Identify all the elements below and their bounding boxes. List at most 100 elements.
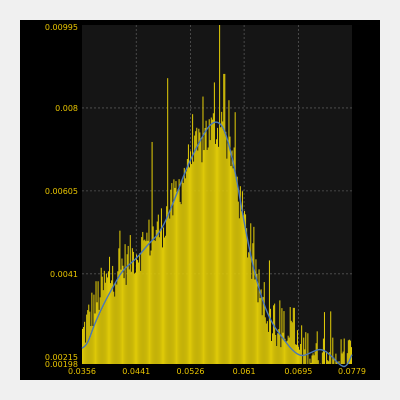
histogram-bar — [222, 121, 224, 364]
histogram-bar — [349, 340, 351, 364]
histogram-bar — [149, 255, 151, 364]
histogram-bar — [191, 164, 193, 364]
histogram-bar — [294, 344, 296, 364]
histogram-bar — [171, 183, 173, 364]
histogram-bar — [102, 290, 104, 364]
histogram-bar — [213, 82, 215, 365]
histogram-bar — [244, 211, 246, 364]
histogram-bar — [251, 278, 253, 364]
histogram-bar — [207, 147, 209, 364]
histogram-bar — [261, 315, 263, 364]
histogram-bar — [223, 73, 225, 365]
histogram-bar — [234, 112, 236, 364]
histogram-bar — [151, 141, 153, 364]
histogram-bar — [305, 332, 307, 364]
histogram-bar — [200, 138, 202, 364]
histogram-bar — [206, 149, 208, 364]
histogram-bar — [150, 250, 152, 364]
histogram-bar — [229, 136, 231, 364]
histogram-bar — [280, 347, 282, 364]
histogram-bar — [313, 355, 315, 364]
histogram-bar — [328, 361, 330, 364]
histogram-bar — [275, 334, 277, 364]
histogram-bar — [262, 297, 264, 364]
histogram-bar — [346, 353, 348, 364]
histogram-bar — [333, 357, 335, 364]
histogram-bar — [161, 247, 163, 364]
histogram-bar — [122, 265, 124, 364]
histogram-bar — [123, 278, 125, 364]
y-tick-label: 0.008 — [55, 104, 78, 113]
histogram-bar — [129, 235, 131, 364]
histogram-bar — [170, 189, 172, 364]
histogram-bar — [147, 240, 149, 364]
histogram-bar — [173, 179, 175, 364]
histogram-bar — [121, 258, 123, 364]
histogram-bar — [273, 305, 275, 364]
histogram-bar — [307, 333, 309, 364]
histogram-bar — [209, 140, 211, 364]
histogram-bar — [292, 307, 294, 364]
histogram-bar — [277, 333, 279, 364]
histogram-bar — [338, 361, 340, 364]
histogram-bar — [180, 204, 182, 364]
histogram-bar — [194, 135, 196, 364]
histogram-bar — [140, 270, 142, 364]
histogram-bar — [271, 340, 273, 364]
histogram-bar — [109, 256, 111, 364]
histogram-bar — [187, 144, 189, 364]
histogram-bar — [155, 229, 157, 364]
histogram-bar — [98, 309, 100, 364]
histogram-bar — [196, 127, 198, 364]
histogram-bar — [246, 228, 248, 364]
histogram-bar — [154, 240, 156, 364]
histogram-bar — [124, 244, 126, 364]
histogram-bar — [231, 150, 233, 364]
histogram-bar — [321, 352, 323, 364]
histogram-bar — [253, 226, 255, 364]
histogram-bar — [225, 131, 227, 364]
histogram-bar — [227, 141, 229, 364]
histogram-bar — [309, 358, 311, 364]
histogram-bar — [215, 139, 217, 364]
histogram-bar — [265, 323, 267, 364]
histogram-bar — [85, 342, 87, 364]
histogram-bar — [181, 179, 183, 364]
histogram-bar — [175, 181, 177, 364]
histogram-bar — [204, 128, 206, 364]
histogram-bar — [145, 241, 147, 364]
histogram-bar — [138, 262, 140, 364]
histogram-bar — [224, 73, 226, 365]
histogram-bar — [300, 343, 302, 364]
histogram-bar — [203, 150, 205, 364]
histogram-bar — [290, 320, 292, 364]
histogram-bar — [220, 127, 222, 364]
histogram-bar — [160, 208, 162, 364]
histogram-bar — [188, 167, 190, 364]
histogram-bar — [226, 158, 228, 364]
histogram-bar — [252, 243, 254, 364]
histogram-bar — [249, 250, 251, 364]
x-tick-label: 0.0526 — [177, 367, 205, 376]
histogram-bar — [84, 321, 86, 364]
histogram-bar — [219, 25, 221, 364]
histogram-bar — [184, 178, 186, 364]
x-tick-label: 0.0695 — [284, 367, 312, 376]
histogram-bar — [267, 331, 269, 364]
histogram-bar — [257, 302, 259, 364]
histogram-bar — [299, 349, 301, 364]
y-tick-label: 0.0041 — [50, 270, 78, 279]
histogram-bar — [167, 78, 169, 365]
histogram-bar — [202, 96, 204, 364]
histogram-bar — [190, 151, 192, 364]
histogram-bar — [125, 284, 127, 364]
histogram-bar — [105, 273, 107, 364]
histogram-bar — [296, 330, 298, 364]
x-tick-label: 0.0356 — [68, 367, 96, 376]
histogram-bar — [311, 355, 313, 364]
histogram-bar — [283, 311, 285, 364]
histogram-bar — [96, 302, 98, 364]
histogram-bar — [134, 272, 136, 364]
histogram-bar — [233, 147, 235, 364]
histogram-bar — [258, 269, 260, 364]
